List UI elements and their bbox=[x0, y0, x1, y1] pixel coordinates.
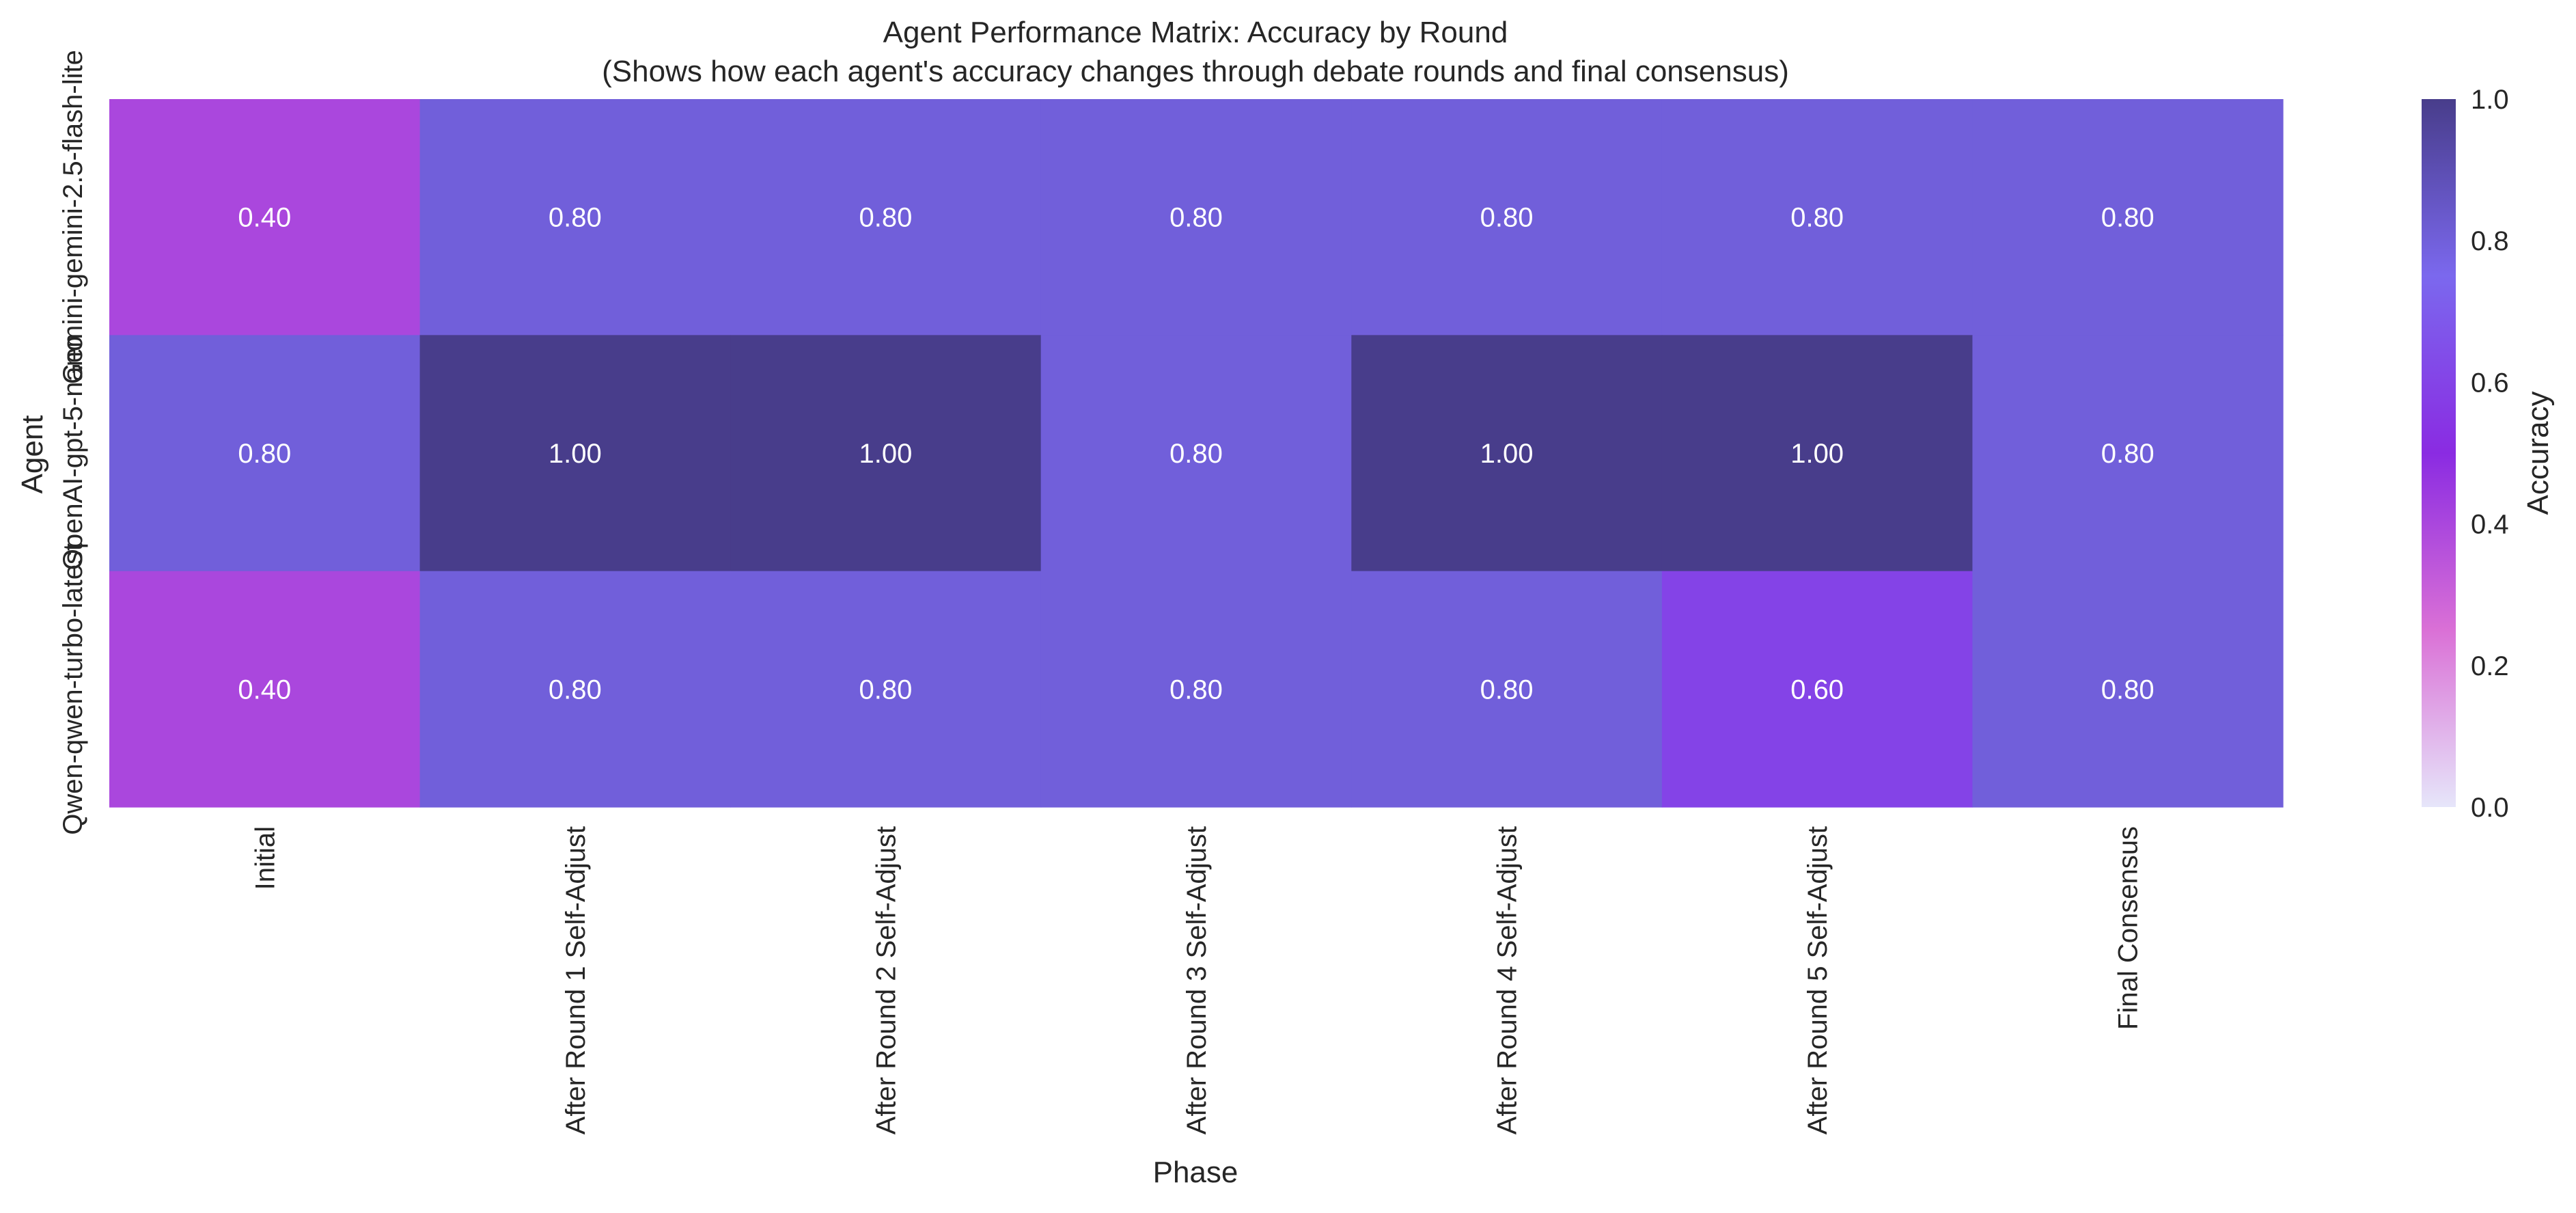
heatmap-cell bbox=[109, 335, 421, 572]
heatmap-cell bbox=[1040, 335, 1352, 572]
cell-value-label: 0.80 bbox=[2101, 674, 2155, 705]
cell-value-label: 0.80 bbox=[1169, 203, 1223, 233]
heatmap-cell bbox=[1351, 335, 1663, 572]
y-tick-label: OpenAI-gpt-5-nano bbox=[58, 336, 88, 570]
cell-value-label: 0.80 bbox=[549, 674, 602, 705]
heatmap-cell bbox=[730, 571, 1042, 808]
cell-value-label: 0.40 bbox=[238, 203, 291, 233]
colorbar-tick-label: 0.2 bbox=[2471, 651, 2509, 681]
colorbar-tick-label: 1.0 bbox=[2471, 85, 2509, 115]
x-tick-label: Initial bbox=[250, 826, 280, 890]
x-tick-label: After Round 3 Self-Adjust bbox=[1182, 826, 1212, 1134]
heatmap-cell bbox=[1040, 571, 1352, 808]
x-tick-label: After Round 5 Self-Adjust bbox=[1803, 826, 1833, 1134]
heatmap-cell bbox=[1040, 99, 1352, 336]
y-tick-label: Gemini-gemini-2.5-flash-lite bbox=[58, 50, 88, 384]
cell-value-label: 1.00 bbox=[549, 439, 602, 469]
x-tick-label: After Round 2 Self-Adjust bbox=[871, 826, 901, 1134]
heatmap-cell bbox=[1972, 571, 2284, 808]
heatmap-cell bbox=[109, 99, 421, 336]
cell-value-label: 1.00 bbox=[1790, 439, 1844, 469]
colorbar-tick-label: 0.4 bbox=[2471, 510, 2509, 540]
heatmap-cell bbox=[1351, 571, 1663, 808]
chart-title: Agent Performance Matrix: Accuracy by Ro… bbox=[883, 16, 1508, 49]
heatmap-cell bbox=[419, 99, 731, 336]
cell-value-label: 1.00 bbox=[859, 439, 912, 469]
cell-value-label: 0.80 bbox=[1790, 203, 1844, 233]
cell-value-label: 0.80 bbox=[859, 674, 912, 705]
cell-value-label: 0.80 bbox=[2101, 439, 2155, 469]
chart-subtitle: (Shows how each agent's accuracy changes… bbox=[602, 55, 1789, 88]
cell-value-label: 0.80 bbox=[238, 439, 291, 469]
colorbar bbox=[2422, 99, 2456, 807]
x-tick-label: After Round 4 Self-Adjust bbox=[1493, 826, 1523, 1134]
cell-value-label: 0.60 bbox=[1790, 674, 1844, 705]
colorbar-tick-label: 0.0 bbox=[2471, 793, 2509, 823]
cell-value-label: 0.80 bbox=[859, 203, 912, 233]
cell-value-label: 0.80 bbox=[1480, 203, 1534, 233]
colorbar-tick-label: 0.8 bbox=[2471, 226, 2509, 256]
heatmap-cell-labels: 0.40 0.80 0.80 0.80 0.80 0.80 0.80 0.80 1.00 1.00… bbox=[238, 203, 2154, 705]
cell-value-label: 0.40 bbox=[238, 674, 291, 705]
heatmap-cell bbox=[1972, 99, 2284, 336]
cell-value-label: 0.80 bbox=[2101, 203, 2155, 233]
x-tick-label: Final Consensus bbox=[2114, 826, 2144, 1030]
cell-value-label: 0.80 bbox=[1169, 439, 1223, 469]
colorbar-ticks: 0.0 0.2 0.4 0.6 0.8 1.0 bbox=[2471, 85, 2509, 823]
y-axis-label: Agent bbox=[16, 415, 49, 494]
colorbar-tick-label: 0.6 bbox=[2471, 368, 2509, 398]
cell-value-label: 0.80 bbox=[549, 203, 602, 233]
heatmap-cell bbox=[730, 99, 1042, 336]
x-tick-labels: Initial After Round 1 Self-Adjust After Ro… bbox=[250, 826, 2143, 1134]
x-tick-label: After Round 1 Self-Adjust bbox=[561, 826, 591, 1134]
cell-value-label: 0.80 bbox=[1480, 674, 1534, 705]
heatmap-cell bbox=[419, 571, 731, 808]
heatmap-cell bbox=[1661, 335, 1973, 572]
heatmap-cell bbox=[1351, 99, 1663, 336]
heatmap-cell bbox=[1972, 335, 2284, 572]
y-tick-label: Qwen-qwen-turbo-latest bbox=[58, 543, 88, 835]
cell-value-label: 1.00 bbox=[1480, 439, 1534, 469]
heatmap-cell bbox=[419, 335, 731, 572]
heatmap-cell bbox=[109, 571, 421, 808]
heatmap-cell bbox=[1661, 571, 1973, 808]
heatmap-cells bbox=[109, 99, 2284, 808]
heatmap-cell bbox=[730, 335, 1042, 572]
colorbar-label: Accuracy bbox=[2521, 392, 2555, 515]
x-axis-label: Phase bbox=[1153, 1156, 1238, 1189]
y-tick-labels: Gemini-gemini-2.5-flash-liteOpenAI-gpt-5… bbox=[58, 50, 88, 835]
cell-value-label: 0.80 bbox=[1169, 674, 1223, 705]
heatmap-cell bbox=[1661, 99, 1973, 336]
